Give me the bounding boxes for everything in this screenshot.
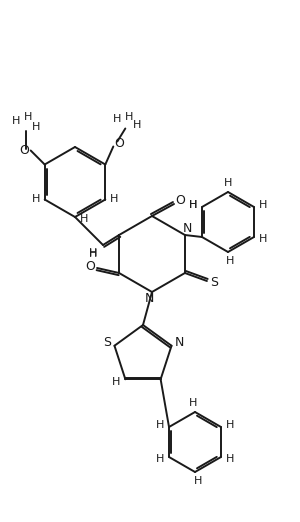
Text: N: N	[175, 336, 184, 349]
Text: H: H	[156, 454, 164, 464]
Text: S: S	[210, 277, 218, 290]
Text: H: H	[189, 200, 197, 210]
Text: H: H	[226, 454, 234, 464]
Text: H: H	[80, 214, 88, 224]
Text: H: H	[32, 195, 40, 205]
Text: S: S	[103, 336, 112, 349]
Text: N: N	[183, 221, 193, 234]
Text: H: H	[11, 115, 20, 125]
Text: H: H	[89, 249, 97, 259]
Text: H: H	[259, 234, 267, 244]
Text: H: H	[113, 113, 122, 124]
Text: H: H	[194, 476, 202, 486]
Text: H: H	[89, 248, 97, 258]
Text: H: H	[189, 200, 197, 210]
Text: H: H	[23, 113, 32, 123]
Text: O: O	[19, 144, 28, 157]
Text: H: H	[32, 122, 40, 132]
Text: H: H	[224, 178, 232, 188]
Text: H: H	[156, 420, 164, 430]
Text: H: H	[226, 420, 234, 430]
Text: H: H	[110, 195, 118, 205]
Text: H: H	[259, 200, 267, 210]
Text: N: N	[144, 292, 154, 305]
Text: H: H	[133, 120, 142, 129]
Text: H: H	[112, 377, 121, 387]
Text: H: H	[226, 256, 234, 266]
Text: H: H	[189, 398, 197, 408]
Text: O: O	[85, 259, 95, 272]
Text: H: H	[125, 112, 134, 122]
Text: O: O	[114, 137, 124, 150]
Text: O: O	[175, 194, 185, 207]
